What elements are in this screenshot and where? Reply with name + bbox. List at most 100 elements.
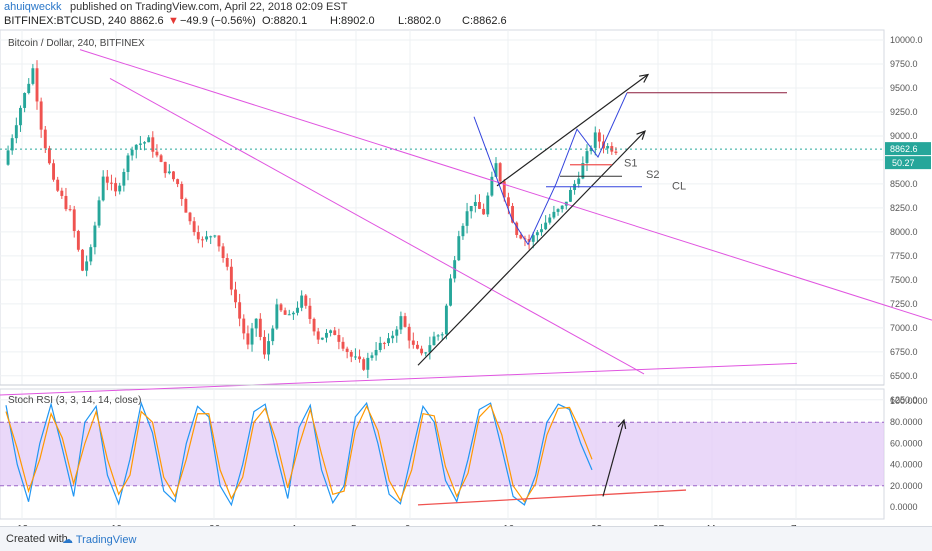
candle-body	[234, 289, 237, 303]
candle-body	[105, 176, 109, 183]
candle-body	[225, 257, 229, 267]
footer: Created with ☁ TradingView	[0, 526, 932, 551]
candle-body	[585, 151, 589, 163]
price-tick-label: 6750.0	[890, 347, 918, 357]
candle-body	[35, 68, 39, 102]
candle-body	[14, 125, 18, 139]
candle-body	[47, 148, 51, 164]
candle-body	[486, 195, 490, 215]
candle-body	[138, 143, 142, 145]
candle-body	[93, 225, 97, 248]
candle-body	[552, 211, 556, 218]
candle-body	[271, 328, 275, 342]
candle-body	[320, 337, 324, 340]
time-tick-label: 7	[791, 524, 797, 526]
stoch-tick-label: 80.0000	[890, 417, 923, 427]
tradingview-logo[interactable]: ☁ TradingView	[62, 533, 136, 546]
published-text: published on TradingView.com, April 22, …	[70, 1, 348, 13]
stoch-tick-label: 100.0000	[890, 396, 928, 406]
label-cl: CL	[672, 181, 686, 193]
stoch-title: Stoch RSI (3, 3, 14, 14, close)	[8, 395, 141, 406]
candle-body	[19, 107, 22, 126]
candle-body	[39, 101, 43, 130]
candle-body	[134, 144, 138, 150]
label-s2: S2	[646, 169, 659, 181]
candle-body	[577, 178, 581, 184]
last-price-badge-bg	[885, 142, 931, 156]
candle-body	[415, 344, 419, 349]
candle-body	[387, 338, 390, 344]
candle-body	[473, 202, 477, 206]
candle-body	[176, 179, 180, 185]
candle-body	[606, 146, 610, 149]
author-link[interactable]: ahuiqweckk	[4, 1, 62, 13]
trendline-ascending	[0, 362, 798, 396]
chart-title: Bitcoin / Dollar, 240, BITFINEX	[8, 38, 145, 49]
high-label: H:	[330, 15, 341, 27]
close-label: C:	[462, 15, 473, 27]
stoch-tick-label: 20.0000	[890, 481, 923, 491]
candle-body	[10, 138, 14, 151]
candle-body	[329, 330, 333, 333]
stoch-divergence-line	[417, 489, 687, 506]
price-tick-label: 8250.0	[890, 203, 918, 213]
stoch-tick-label: 60.0000	[890, 438, 923, 448]
candle-body	[444, 305, 448, 335]
candle-body	[167, 171, 171, 174]
chart-area[interactable]: 10000.09750.09500.09250.09000.08750.0850…	[0, 28, 932, 526]
candle-body	[457, 236, 461, 261]
stoch-tick-label: 40.0000	[890, 460, 923, 470]
candle-body	[126, 155, 130, 172]
trendline-descending-1	[79, 49, 932, 321]
candle-body	[97, 200, 101, 226]
candle-body	[205, 236, 209, 240]
open-label: O:	[262, 15, 274, 27]
candle-body	[333, 330, 337, 336]
price-tick-label: 10000.0	[890, 35, 923, 45]
candle-body	[200, 239, 204, 241]
price-tick-label: 7500.0	[890, 275, 918, 285]
candle-body	[229, 266, 233, 290]
candle-body	[250, 328, 254, 345]
second-badge: 50.27	[892, 158, 915, 168]
candle-body	[482, 208, 486, 215]
candle-body	[147, 137, 151, 143]
time-tick-label: 5	[351, 524, 357, 526]
created-with-text: Created with	[6, 533, 68, 545]
projection-zigzag	[473, 92, 628, 246]
candle-body	[498, 163, 502, 182]
candle-body	[68, 209, 72, 211]
low-label: L:	[398, 15, 408, 27]
candle-body	[89, 247, 93, 262]
price-tick-label: 6500.0	[890, 371, 918, 381]
candle-body	[341, 341, 345, 349]
candle-body	[180, 184, 184, 200]
candle-body	[436, 335, 440, 337]
close-value: 8862.6	[473, 15, 507, 27]
channel-upper-arrow-head	[639, 73, 650, 83]
candle-body	[506, 197, 510, 207]
candle-body	[540, 229, 543, 233]
candle-body	[242, 318, 246, 334]
candle-body	[511, 206, 515, 223]
candle-body	[143, 142, 146, 144]
candle-body	[420, 348, 424, 354]
high-value: 8902.0	[341, 15, 375, 27]
price-tick-label: 9250.0	[890, 107, 918, 117]
candle-body	[535, 232, 539, 236]
candle-body	[353, 356, 357, 358]
price-tick-label: 9500.0	[890, 83, 918, 93]
symbol-header: BITFINEX:BTCUSD, 240 8862.6 ▼ −49.9 (−0.…	[0, 14, 932, 28]
candle-body	[56, 179, 60, 191]
candle-body	[275, 304, 279, 329]
time-tick-label: May	[707, 524, 726, 526]
time-tick-label: 9	[405, 524, 411, 526]
stoch-band	[0, 422, 884, 486]
candle-body	[172, 171, 175, 180]
price-tick-label: 9000.0	[890, 131, 918, 141]
candle-body	[304, 295, 308, 306]
candle-body	[217, 235, 221, 247]
candle-body	[614, 151, 618, 153]
second-badge-bg	[885, 156, 931, 170]
candle-body	[262, 336, 266, 355]
